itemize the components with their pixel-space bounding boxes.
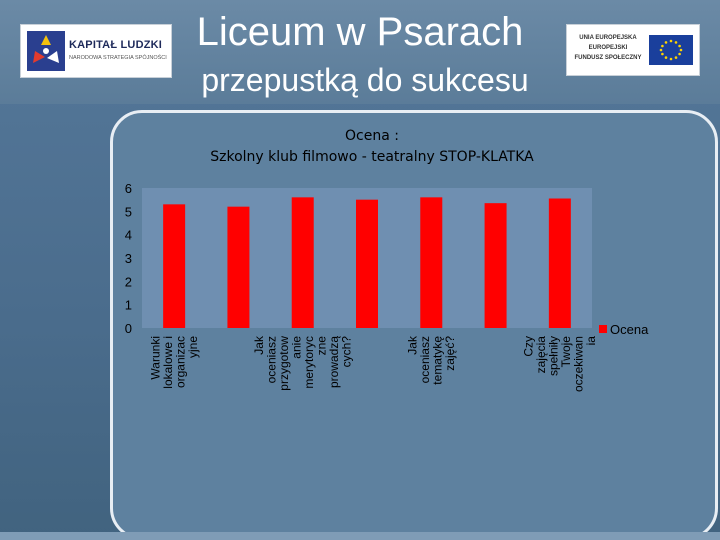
x-category-label: oceniasz bbox=[264, 336, 278, 383]
bottom-strip bbox=[0, 532, 720, 540]
x-category-label: Jak bbox=[406, 335, 420, 355]
x-category-label: zajęć? bbox=[443, 336, 457, 371]
legend-label: Ocena bbox=[610, 322, 649, 337]
y-tick-label: 6 bbox=[125, 181, 132, 196]
x-category-label: prowadzą bbox=[327, 336, 341, 388]
x-category-label: oczekiwan bbox=[572, 336, 586, 392]
logo-left-sub: NARODOWA STRATEGIA SPÓJNOŚCI bbox=[69, 55, 167, 61]
chart-title: Ocena : bbox=[345, 128, 399, 144]
eu-logo-line-3: FUNDUSZ SPOŁECZNY bbox=[574, 55, 642, 61]
x-category-label: anie bbox=[289, 336, 303, 359]
kapital-ludzki-emblem-icon bbox=[27, 31, 65, 71]
y-tick-label: 5 bbox=[125, 204, 132, 219]
y-tick-label: 4 bbox=[125, 228, 132, 243]
y-tick-label: 2 bbox=[125, 274, 132, 289]
x-category-label: merytoryc bbox=[302, 336, 316, 389]
eu-logo: UNIA EUROPEJSKA EUROPEJSKI FUNDUSZ SPOŁE… bbox=[566, 24, 700, 76]
logo-left-name: KAPITAŁ LUDZKI bbox=[69, 39, 163, 51]
page-subtitle: przepustką do sukcesu bbox=[201, 62, 529, 98]
x-category-label: oceniasz bbox=[418, 336, 432, 383]
header-banner: KAPITAŁ LUDZKI NARODOWA STRATEGIA SPÓJNO… bbox=[0, 0, 720, 104]
x-category-label: tematykę bbox=[431, 336, 445, 385]
chart-subtitle: Szkolny klub filmowo - teatralny STOP-KL… bbox=[210, 149, 534, 165]
y-tick-label: 0 bbox=[125, 321, 132, 336]
eu-flag-icon bbox=[649, 35, 693, 65]
y-tick-label: 1 bbox=[125, 298, 132, 313]
y-tick-label: 3 bbox=[125, 251, 132, 266]
kapital-ludzki-logo: KAPITAŁ LUDZKI NARODOWA STRATEGIA SPÓJNO… bbox=[20, 24, 172, 78]
x-category-label: ia bbox=[584, 336, 598, 346]
bar bbox=[163, 204, 186, 328]
x-category-label: przygotow bbox=[277, 336, 291, 391]
legend-swatch bbox=[599, 325, 607, 333]
bar bbox=[291, 197, 314, 328]
x-category-label: Czy bbox=[522, 336, 536, 357]
x-category-label: zajęcia bbox=[534, 336, 548, 374]
x-category-label: organizac bbox=[173, 336, 187, 388]
x-category-label: zne bbox=[314, 336, 328, 356]
x-category-label: cych? bbox=[339, 336, 353, 368]
bar bbox=[356, 199, 378, 328]
x-category-label: lokalowe i bbox=[161, 336, 175, 389]
eu-logo-line-1: UNIA EUROPEJSKA bbox=[579, 35, 637, 41]
page-title: Liceum w Psarach bbox=[196, 10, 524, 54]
x-category-label: yjne bbox=[186, 336, 200, 358]
bar bbox=[548, 198, 571, 328]
bar bbox=[484, 203, 507, 328]
x-category-label: spełniły bbox=[547, 336, 561, 376]
bar bbox=[420, 197, 443, 328]
x-category-label: Warunki bbox=[148, 336, 162, 380]
eu-logo-line-2: EUROPEJSKI bbox=[588, 45, 628, 51]
x-category-label: Twoje bbox=[559, 336, 573, 368]
x-category-label: Jak bbox=[252, 335, 266, 355]
bar bbox=[227, 206, 250, 328]
